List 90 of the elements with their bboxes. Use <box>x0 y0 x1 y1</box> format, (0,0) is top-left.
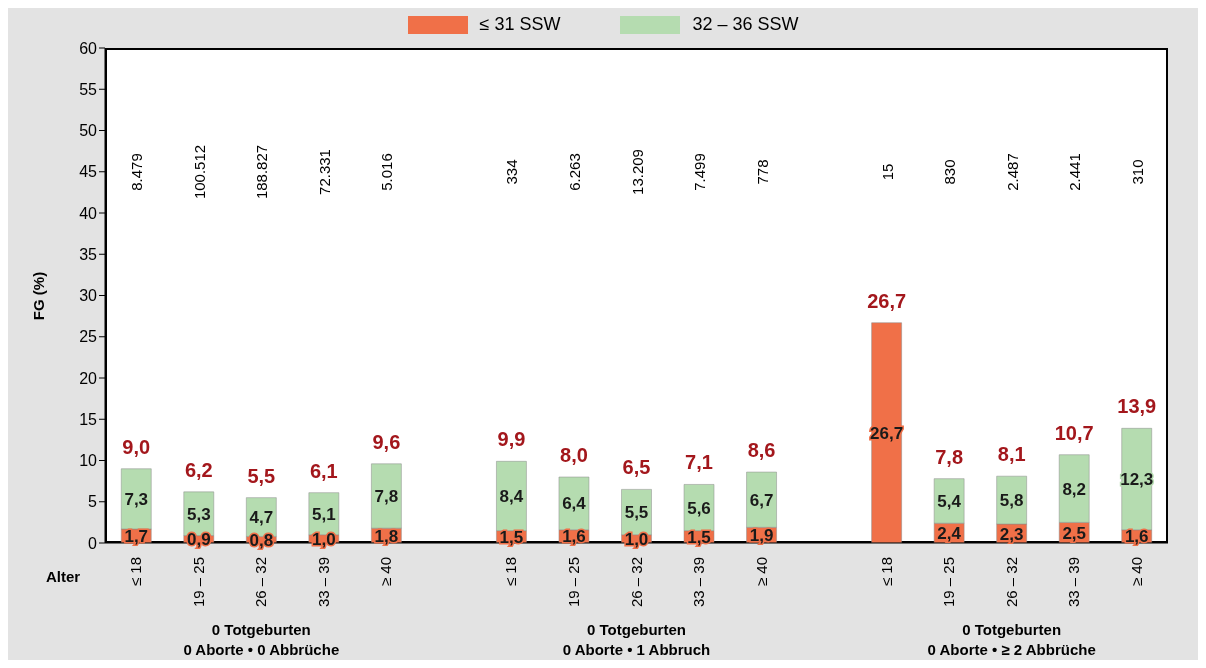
y-tick-label: 20 <box>79 369 98 387</box>
x-tick-label: 26 – 32 <box>252 557 270 608</box>
total-label: 5,5 <box>247 464 276 488</box>
data-label: 1,9 <box>749 526 774 546</box>
data-label: 2,5 <box>1062 523 1087 543</box>
data-label: 4,7 <box>249 508 274 528</box>
text: 0 Totgeburten 0 Aborte • 0 Abbrüche <box>183 620 340 660</box>
y-tick-label: 5 <box>88 493 98 511</box>
y-tick-label: 60 <box>79 39 98 57</box>
text: 0 Totgeburten 0 Aborte • ≥ 2 Abbrüche <box>927 620 1096 660</box>
x-axis-title: Alter <box>46 568 81 585</box>
y-tick-label: 0 <box>88 534 98 552</box>
x-tick-label: 19 – 25 <box>189 557 207 608</box>
x-tick-label: ≤ 18 <box>127 557 145 587</box>
x-tick-label: 19 – 25 <box>940 557 958 608</box>
data-label: 1,6 <box>1124 527 1149 547</box>
total-label: 10,7 <box>1054 421 1094 445</box>
total-label: 9,6 <box>372 430 401 454</box>
x-tick-label: ≥ 40 <box>1127 557 1145 587</box>
total-label: 26,7 <box>867 289 907 313</box>
y-tick-label: 50 <box>79 122 98 140</box>
data-label: 6,7 <box>749 490 774 510</box>
annotation: 15 <box>878 163 896 181</box>
bar <box>871 322 902 543</box>
x-tick-label: ≤ 18 <box>502 557 520 587</box>
annotation: 830 <box>940 159 958 185</box>
total-label: 8,6 <box>747 439 776 463</box>
data-label: 5,6 <box>687 498 711 518</box>
total-label: 6,2 <box>184 458 213 482</box>
data-label: 12,3 <box>1120 470 1154 490</box>
x-tick-label: ≥ 40 <box>752 557 770 587</box>
annotation: 8.479 <box>127 152 145 191</box>
data-label: 5,4 <box>937 491 962 511</box>
y-tick-label: 10 <box>79 452 98 470</box>
data-label: 5,1 <box>312 504 336 524</box>
x-tick-label: 33 – 39 <box>314 557 332 608</box>
annotation: 72.331 <box>315 148 333 195</box>
y-tick-label: 30 <box>79 287 98 305</box>
x-tick-label: ≥ 40 <box>377 557 395 587</box>
x-tick-label: ≤ 18 <box>877 557 895 587</box>
annotation: 2.441 <box>1065 152 1083 191</box>
x-tick-label: 26 – 32 <box>1002 557 1020 608</box>
text: 0 Totgeburten 0 Aborte • 1 Abbruch <box>562 620 711 660</box>
total-label: 8,0 <box>560 444 588 467</box>
y-tick-label: 15 <box>79 410 98 428</box>
annotation: 6.263 <box>565 152 583 191</box>
data-label: 1,5 <box>687 527 711 547</box>
total-label: 9,0 <box>122 435 151 459</box>
annotation: 5.016 <box>377 152 395 191</box>
data-label: 2,3 <box>999 524 1024 544</box>
total-label: 8,1 <box>997 443 1026 467</box>
total-label: 7,1 <box>685 451 713 475</box>
annotation: 778 <box>753 159 771 185</box>
y-tick-label: 55 <box>79 80 98 98</box>
x-tick-label: 33 – 39 <box>1065 557 1083 608</box>
total-label: 13,9 <box>1117 395 1157 419</box>
data-label: 5,8 <box>999 491 1024 511</box>
data-label: 8,4 <box>499 486 524 506</box>
x-tick-label: 33 – 39 <box>690 557 708 608</box>
annotation: 188.827 <box>252 144 270 199</box>
annotation: 13.209 <box>628 148 645 195</box>
total-label: 6,1 <box>309 459 338 483</box>
x-tick-label: 19 – 25 <box>564 557 582 608</box>
x-tick-label: 26 – 32 <box>627 557 645 608</box>
total-label: 6,5 <box>622 456 651 480</box>
data-label: 8,2 <box>1062 479 1087 499</box>
data-label: 6,4 <box>562 494 587 514</box>
annotation: 2.487 <box>1003 152 1021 191</box>
annotation: 334 <box>502 159 520 185</box>
data-label: 2,4 <box>937 524 962 544</box>
data-label: 1,6 <box>562 527 586 547</box>
annotation: 7.499 <box>690 152 708 191</box>
annotation: 100.512 <box>190 144 208 199</box>
total-label: 9,9 <box>497 428 526 452</box>
data-label: 5,5 <box>624 503 649 523</box>
y-tick-label: 35 <box>79 245 98 263</box>
y-axis-title: FG (%) <box>29 271 47 320</box>
total-label: 7,8 <box>935 445 964 469</box>
data-label: 7,8 <box>374 486 399 506</box>
data-label: 1,7 <box>124 526 149 546</box>
legend-label: ≤ 31 SSW <box>479 14 561 35</box>
data-label: 1,5 <box>499 527 524 547</box>
legend-label: 32 – 36 SSW <box>692 14 799 35</box>
y-tick-label: 25 <box>79 328 98 346</box>
y-tick-label: 45 <box>79 163 98 181</box>
data-label: 5,3 <box>186 504 211 524</box>
y-tick-label: 40 <box>79 204 98 222</box>
data-label: 1,8 <box>374 526 399 546</box>
data-label: 7,3 <box>124 489 149 509</box>
annotation: 310 <box>1128 159 1146 185</box>
